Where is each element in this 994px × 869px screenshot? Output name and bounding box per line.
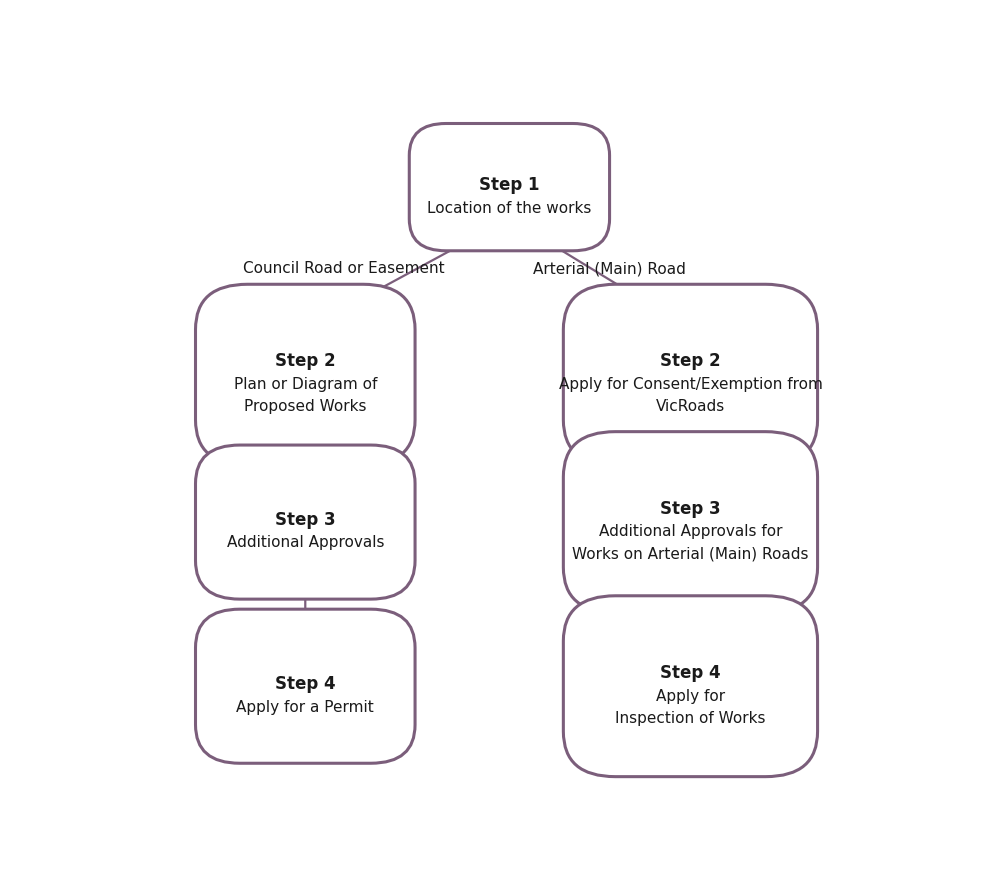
Text: Inspection of Works: Inspection of Works [615,710,765,725]
Text: Council Road or Easement: Council Road or Easement [243,261,444,275]
Text: Additional Approvals for: Additional Approvals for [598,524,782,539]
FancyBboxPatch shape [410,124,609,251]
Text: Proposed Works: Proposed Works [245,399,367,414]
Text: Plan or Diagram of: Plan or Diagram of [234,376,377,392]
Text: Step 3: Step 3 [660,499,721,517]
FancyBboxPatch shape [564,596,817,777]
FancyBboxPatch shape [196,609,415,763]
Text: Step 4: Step 4 [275,674,336,692]
Text: Step 2: Step 2 [660,352,721,370]
Text: VicRoads: VicRoads [656,399,725,414]
Text: Step 2: Step 2 [275,352,336,370]
FancyBboxPatch shape [564,432,817,613]
Text: Step 4: Step 4 [660,663,721,681]
Text: Apply for a Permit: Apply for a Permit [237,699,374,713]
Text: Step 3: Step 3 [275,510,336,528]
Text: Apply for Consent/Exemption from: Apply for Consent/Exemption from [559,376,822,392]
Text: Location of the works: Location of the works [427,200,591,216]
FancyBboxPatch shape [196,446,415,600]
Text: Apply for: Apply for [656,687,725,703]
Text: Additional Approvals: Additional Approvals [227,534,384,550]
FancyBboxPatch shape [564,285,817,466]
Text: Works on Arterial (Main) Roads: Works on Arterial (Main) Roads [573,546,809,561]
FancyBboxPatch shape [196,285,415,466]
Text: Step 1: Step 1 [479,176,540,194]
Text: Arterial (Main) Road: Arterial (Main) Road [533,261,686,275]
